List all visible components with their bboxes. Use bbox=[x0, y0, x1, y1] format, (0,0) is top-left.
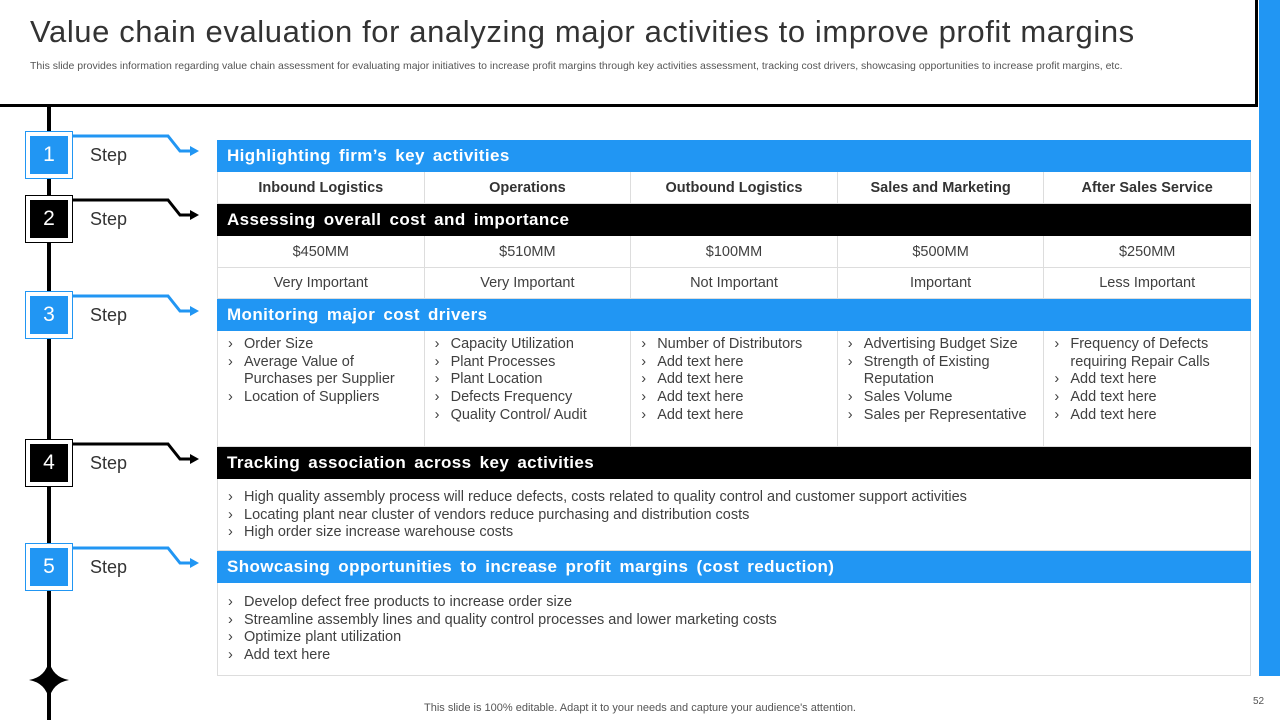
section-key-activities: Highlighting firm’s key activities bbox=[217, 140, 1251, 172]
drivers-row: Order Size Average Value of Purchases pe… bbox=[217, 331, 1251, 447]
section-cost-importance: Assessing overall cost and importance bbox=[217, 204, 1251, 236]
opportunities-block: Develop defect free products to increase… bbox=[217, 583, 1251, 676]
step-4-label: Step bbox=[90, 453, 128, 473]
header-divider bbox=[0, 104, 1258, 107]
footer-note: This slide is 100% editable. Adapt it to… bbox=[424, 702, 856, 714]
list-item: Add text here bbox=[639, 354, 802, 372]
list-item: Sales per Representative bbox=[846, 407, 1036, 425]
list-item: Defects Frequency bbox=[433, 389, 587, 407]
list-item: Location of Suppliers bbox=[226, 389, 416, 407]
list-item: Add text here bbox=[639, 389, 802, 407]
importance-cell: Very Important bbox=[218, 268, 425, 298]
list-item: Plant Location bbox=[433, 371, 587, 389]
list-item: High quality assembly process will reduc… bbox=[226, 489, 1242, 507]
connector-5-arrow-icon bbox=[72, 546, 192, 565]
accent-bar bbox=[1259, 0, 1280, 676]
driver-cell: Advertising Budget Size Strength of Exis… bbox=[838, 331, 1045, 446]
list-item: Add text here bbox=[1052, 407, 1242, 425]
section-cost-drivers: Monitoring major cost drivers bbox=[217, 299, 1251, 331]
activity-cell: Outbound Logistics bbox=[631, 172, 838, 203]
costs-row: $450MM $510MM $100MM $500MM $250MM bbox=[217, 236, 1251, 268]
cost-cell: $250MM bbox=[1118, 243, 1176, 260]
list-item: Locating plant near cluster of vendors r… bbox=[226, 507, 1242, 525]
list-item: Add text here bbox=[226, 647, 1242, 665]
list-item: Strength of Existing Reputation bbox=[846, 354, 1036, 389]
driver-cell: Capacity Utilization Plant Processes Pla… bbox=[425, 331, 632, 446]
driver-cell: Frequency of Defects requiring Repair Ca… bbox=[1044, 331, 1250, 446]
step-1-badge: 1 bbox=[25, 131, 73, 179]
list-item: Add text here bbox=[1052, 389, 1242, 407]
step-3-label: Step bbox=[90, 305, 128, 325]
list-item: Streamline assembly lines and quality co… bbox=[226, 612, 1242, 630]
connector-2-arrow-icon bbox=[72, 198, 192, 217]
importance-cell: Not Important bbox=[631, 268, 838, 298]
cost-cell: $100MM bbox=[631, 236, 838, 267]
activity-cell: Inbound Logistics bbox=[218, 172, 425, 203]
step-1-label: Step bbox=[90, 145, 128, 165]
activity-cell: Sales and Marketing bbox=[838, 172, 1045, 203]
list-item: Average Value of Purchases per Supplier bbox=[226, 354, 416, 389]
driver-cell: Order Size Average Value of Purchases pe… bbox=[218, 331, 425, 446]
step-connectors bbox=[29, 134, 199, 700]
cost-cell: $500MM bbox=[838, 236, 1045, 267]
list-item: Number of Distributors bbox=[639, 336, 802, 354]
connector-4-arrow-icon bbox=[72, 442, 192, 461]
connector-1-arrow-icon bbox=[72, 134, 192, 153]
list-item: Add text here bbox=[639, 407, 802, 425]
connector-3-arrow-icon bbox=[72, 294, 192, 313]
importance-row: Very Important Very Important Not Import… bbox=[217, 268, 1251, 299]
list-item: Add text here bbox=[639, 371, 802, 389]
list-item: Develop defect free products to increase… bbox=[226, 594, 1242, 612]
step-5-label: Step bbox=[90, 557, 128, 577]
driver-cell: Number of Distributors Add text here Add… bbox=[631, 331, 838, 446]
timeline-line bbox=[47, 106, 51, 720]
list-item: Optimize plant utilization bbox=[226, 629, 1242, 647]
importance-cell: Very Important bbox=[425, 268, 632, 298]
page-number: 52 bbox=[1253, 696, 1265, 707]
step-2-badge: 2 bbox=[25, 195, 73, 243]
page-subtitle: This slide provides information regardin… bbox=[30, 60, 1123, 72]
activity-cell: After Sales Service bbox=[1081, 179, 1213, 196]
associations-block: High quality assembly process will reduc… bbox=[217, 479, 1251, 551]
right-divider bbox=[1255, 0, 1258, 107]
list-item: Plant Processes bbox=[433, 354, 587, 372]
section-opportunities: Showcasing opportunities to increase pro… bbox=[217, 551, 1251, 583]
star-icon bbox=[29, 660, 69, 700]
step-2-label: Step bbox=[90, 209, 128, 229]
step-5-badge: 5 bbox=[25, 543, 73, 591]
list-item: Frequency of Defects requiring Repair Ca… bbox=[1052, 336, 1242, 371]
importance-cell: Important bbox=[838, 268, 1045, 298]
list-item: High order size increase warehouse costs bbox=[226, 524, 1242, 542]
list-item: Quality Control/ Audit bbox=[433, 407, 587, 425]
cost-cell: $510MM bbox=[425, 236, 632, 267]
list-item: Sales Volume bbox=[846, 389, 1036, 407]
activities-row: Inbound Logistics Operations Outbound Lo… bbox=[217, 172, 1251, 204]
importance-cell: Less Important bbox=[1099, 275, 1196, 291]
step-4-badge: 4 bbox=[25, 439, 73, 487]
list-item: Advertising Budget Size bbox=[846, 336, 1036, 354]
page-title: Value chain evaluation for analyzing maj… bbox=[30, 14, 1135, 49]
list-item: Order Size bbox=[226, 336, 416, 354]
list-item: Add text here bbox=[1052, 371, 1242, 389]
list-item: Capacity Utilization bbox=[433, 336, 587, 354]
cost-cell: $450MM bbox=[218, 236, 425, 267]
activity-cell: Operations bbox=[425, 172, 632, 203]
section-tracking-association: Tracking association across key activiti… bbox=[217, 447, 1251, 479]
step-3-badge: 3 bbox=[25, 291, 73, 339]
